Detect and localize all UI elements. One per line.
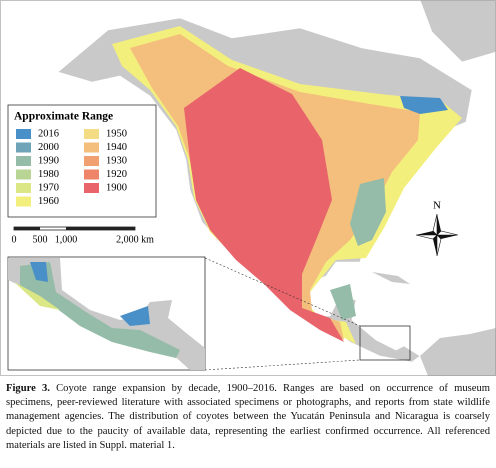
legend-swatch bbox=[84, 169, 99, 180]
south-america-land bbox=[420, 328, 496, 376]
legend-label: 2016 bbox=[38, 128, 59, 139]
range-1900 bbox=[184, 68, 344, 342]
legend-swatch bbox=[84, 183, 99, 193]
legend-swatch bbox=[16, 142, 31, 153]
range-2016 bbox=[400, 96, 448, 114]
scale-bar-segment bbox=[14, 227, 40, 230]
legend-label: 1990 bbox=[38, 155, 59, 166]
legend-title: Approximate Range bbox=[14, 111, 113, 123]
compass-star bbox=[415, 213, 459, 257]
inset-leader bbox=[204, 359, 361, 371]
legend-swatch bbox=[16, 129, 31, 139]
legend-swatch bbox=[84, 156, 99, 166]
legend-label: 1960 bbox=[38, 196, 59, 207]
legend-label: 1920 bbox=[106, 169, 127, 180]
legend-label: 1980 bbox=[38, 169, 59, 180]
legend-label: 2000 bbox=[38, 142, 59, 153]
caption-text: Coyote range expansion by decade, 1900–2… bbox=[6, 383, 490, 451]
legend-label: 1900 bbox=[106, 182, 127, 193]
scale-label: 1,000 bbox=[55, 234, 78, 245]
cuba bbox=[372, 272, 410, 284]
inset-range-2016 bbox=[30, 262, 150, 326]
legend-swatch bbox=[16, 156, 31, 166]
compass-label: N bbox=[433, 200, 441, 212]
scale-label: 0 bbox=[12, 234, 17, 245]
inset-range-1970 bbox=[14, 282, 60, 310]
legend-swatch bbox=[16, 169, 31, 180]
inset-leader bbox=[204, 257, 361, 327]
caption-label: Figure 3. bbox=[6, 383, 50, 394]
scale-label: 2,000 km bbox=[116, 234, 154, 245]
legend-swatch bbox=[84, 129, 99, 139]
legend-label: 1950 bbox=[106, 128, 127, 139]
scale-bar-segment bbox=[66, 227, 135, 230]
map: Approximate Range 2016 2000 1990 1980 1970 19… bbox=[0, 0, 496, 376]
range-1990 bbox=[350, 178, 386, 246]
legend-swatch bbox=[84, 142, 99, 153]
legend-label: 1940 bbox=[106, 142, 127, 153]
legend: Approximate Range 2016 2000 1990 1980 1970 19… bbox=[7, 104, 157, 218]
range-1990-yucatan bbox=[330, 284, 356, 320]
legend-swatch bbox=[16, 183, 31, 193]
legend-box bbox=[7, 104, 157, 218]
greenland bbox=[419, 0, 496, 63]
inset-marker bbox=[359, 325, 411, 361]
legend-label: 1970 bbox=[38, 182, 59, 193]
legend-label: 1930 bbox=[106, 155, 127, 166]
scale-bar: 0 500 1,000 2,000 km bbox=[12, 226, 154, 245]
compass: N bbox=[415, 200, 459, 257]
inset-range bbox=[20, 262, 180, 358]
caption: Figure 3. Coyote range expansion by deca… bbox=[6, 382, 490, 453]
legend-swatch bbox=[16, 196, 31, 207]
scale-label: 500 bbox=[33, 234, 48, 245]
